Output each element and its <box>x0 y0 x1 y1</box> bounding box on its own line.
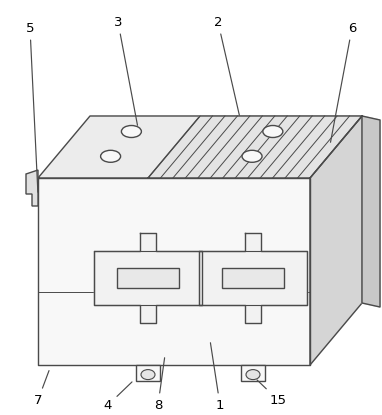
Polygon shape <box>148 116 362 178</box>
Ellipse shape <box>263 125 283 137</box>
Bar <box>241 365 265 381</box>
Polygon shape <box>38 178 310 365</box>
Text: 5: 5 <box>26 22 38 192</box>
Bar <box>222 268 284 288</box>
Ellipse shape <box>246 370 260 380</box>
Ellipse shape <box>242 150 262 162</box>
Polygon shape <box>362 116 380 307</box>
Text: 4: 4 <box>104 382 132 412</box>
Polygon shape <box>94 233 202 323</box>
Text: 6: 6 <box>330 22 356 142</box>
Polygon shape <box>38 116 362 178</box>
Bar <box>117 268 179 288</box>
Text: 1: 1 <box>210 343 224 412</box>
Text: 7: 7 <box>34 371 49 407</box>
Ellipse shape <box>141 370 155 380</box>
Bar <box>136 365 160 381</box>
Polygon shape <box>26 170 38 206</box>
Text: 15: 15 <box>257 380 286 407</box>
Ellipse shape <box>100 150 121 162</box>
Ellipse shape <box>121 125 141 137</box>
Polygon shape <box>310 116 362 365</box>
Text: 2: 2 <box>214 15 240 115</box>
Text: 3: 3 <box>114 15 138 125</box>
Text: 8: 8 <box>154 358 165 412</box>
Polygon shape <box>199 233 307 323</box>
